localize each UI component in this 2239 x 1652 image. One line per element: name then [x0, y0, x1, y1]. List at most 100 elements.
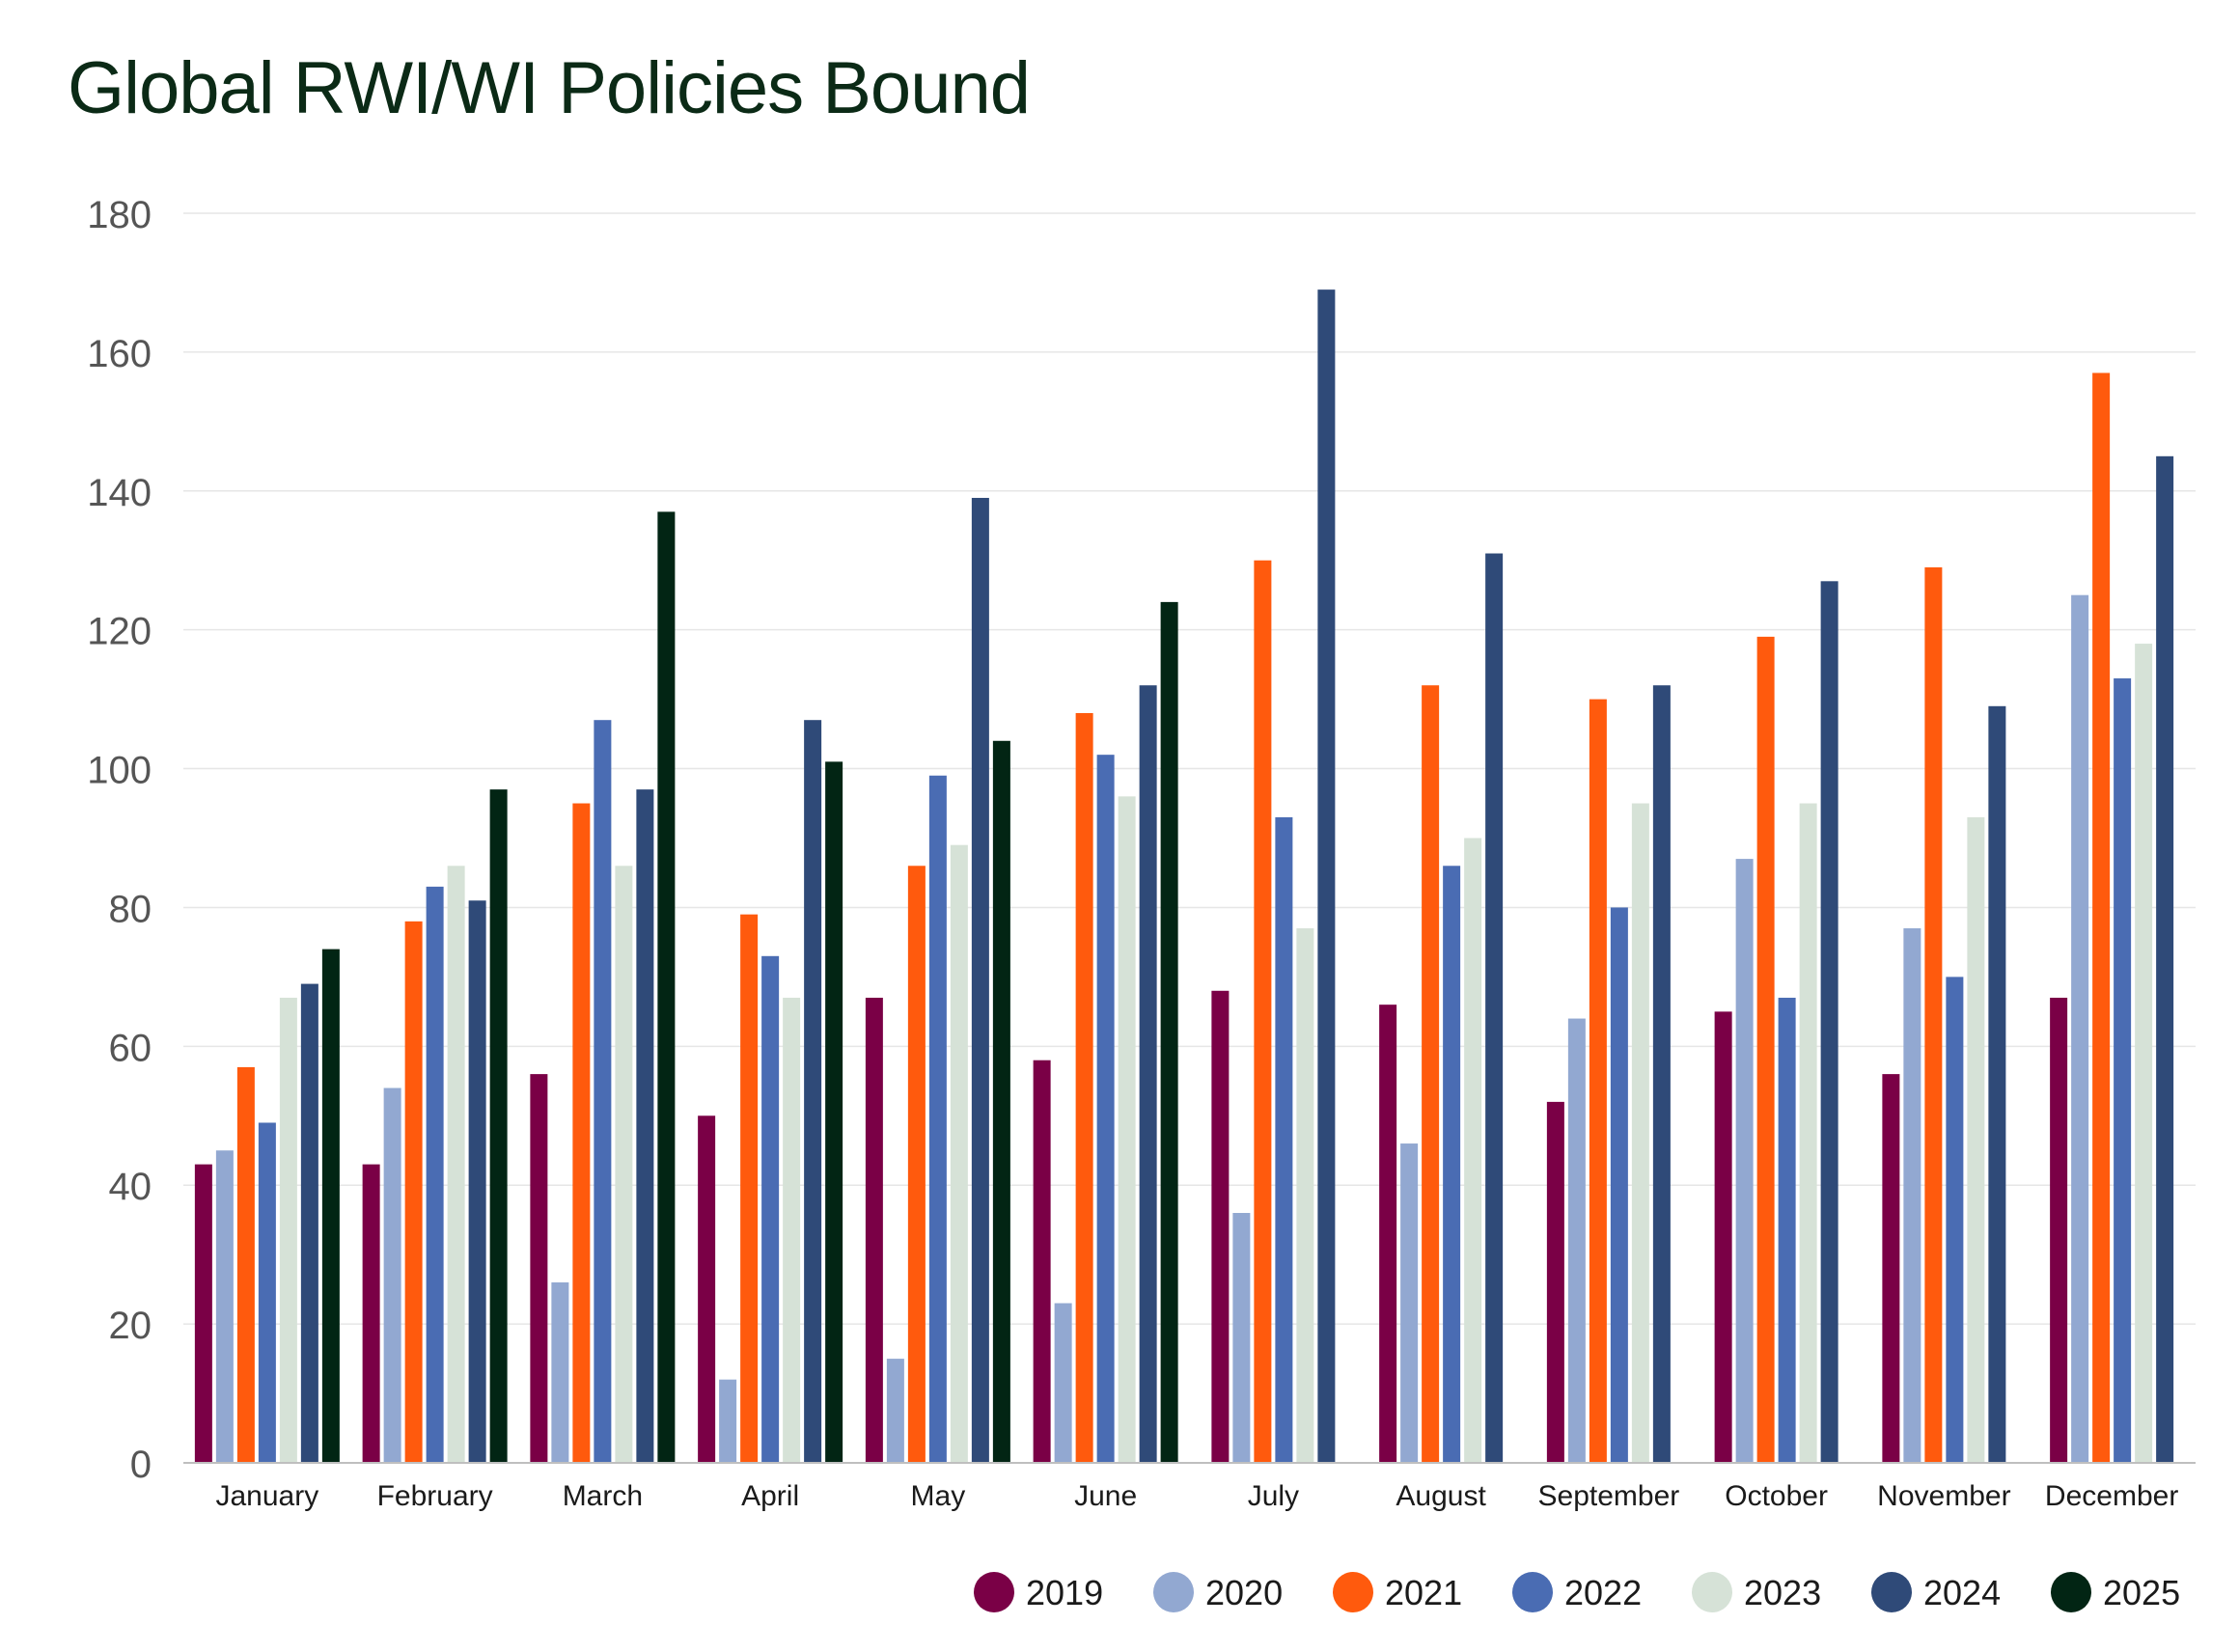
- bar-january-2025: [321, 949, 340, 1463]
- legend-label-2025: 2025: [2103, 1573, 2180, 1612]
- bar-september-2019: [1546, 1101, 1564, 1463]
- bar-march-2024: [636, 789, 654, 1463]
- x-category-label: August: [1396, 1480, 1486, 1512]
- x-category-label: June: [1074, 1480, 1137, 1512]
- bar-december-2022: [2114, 678, 2132, 1463]
- bar-august-2019: [1379, 1005, 1397, 1463]
- bar-april-2020: [719, 1379, 737, 1463]
- legend-label-2023: 2023: [1744, 1573, 1821, 1612]
- y-tick-label: 40: [109, 1166, 152, 1208]
- bar-september-2024: [1652, 685, 1671, 1463]
- legend-swatch-2019: [974, 1572, 1014, 1612]
- y-tick-label: 0: [130, 1444, 152, 1486]
- y-tick-label: 60: [109, 1027, 152, 1069]
- x-category-label: July: [1248, 1480, 1299, 1512]
- bar-april-2019: [698, 1115, 716, 1463]
- bar-october-2022: [1778, 997, 1796, 1463]
- bar-may-2020: [886, 1359, 904, 1463]
- y-tick-label: 140: [87, 472, 152, 514]
- bar-february-2020: [383, 1088, 401, 1463]
- bar-july-2021: [1254, 560, 1272, 1463]
- bar-march-2019: [530, 1074, 548, 1463]
- legend-label-2020: 2020: [1205, 1573, 1283, 1612]
- bar-august-2020: [1400, 1143, 1419, 1463]
- bar-march-2021: [572, 803, 591, 1463]
- bar-april-2021: [740, 914, 759, 1463]
- bar-march-2023: [615, 866, 633, 1463]
- x-category-label: January: [216, 1480, 319, 1512]
- bar-december-2023: [2135, 644, 2153, 1463]
- bar-december-2020: [2071, 594, 2089, 1463]
- bar-april-2022: [761, 955, 780, 1463]
- chart-title: Global RWI/WI Policies Bound: [68, 47, 1031, 129]
- bar-march-2025: [657, 511, 676, 1463]
- bar-january-2019: [194, 1164, 212, 1463]
- bar-may-2022: [928, 775, 947, 1463]
- legend: 2019 2020 2021 2022 2023 2024 2025: [974, 1572, 2180, 1612]
- x-category-label: December: [2045, 1480, 2178, 1512]
- bar-october-2019: [1714, 1011, 1732, 1463]
- x-category-label: February: [377, 1480, 493, 1512]
- y-tick-label: 180: [87, 194, 152, 236]
- bar-august-2024: [1485, 553, 1504, 1463]
- bar-february-2021: [404, 921, 423, 1463]
- x-category-label: September: [1538, 1480, 1680, 1512]
- bar-june-2023: [1118, 796, 1136, 1463]
- bar-june-2020: [1054, 1303, 1072, 1463]
- legend-swatch-2021: [1333, 1572, 1373, 1612]
- bars: [194, 289, 2174, 1464]
- bar-november-2021: [1924, 566, 1943, 1463]
- bar-september-2023: [1631, 803, 1649, 1463]
- x-axis-categories: January February March April May June July Augu…: [216, 1480, 2179, 1512]
- bar-may-2021: [907, 866, 926, 1463]
- bar-june-2022: [1096, 755, 1115, 1463]
- bar-july-2019: [1211, 990, 1230, 1463]
- gridlines: [183, 212, 2196, 1325]
- x-category-label: May: [911, 1480, 966, 1512]
- bar-february-2024: [468, 900, 486, 1463]
- bar-april-2023: [783, 997, 801, 1463]
- bar-july-2024: [1317, 289, 1336, 1463]
- legend-swatch-2022: [1512, 1572, 1553, 1612]
- legend-swatch-2020: [1153, 1572, 1194, 1612]
- bar-november-2022: [1946, 977, 1964, 1463]
- bar-august-2023: [1464, 838, 1482, 1463]
- bar-november-2020: [1903, 928, 1921, 1463]
- bar-june-2024: [1139, 685, 1157, 1463]
- bar-january-2023: [279, 997, 297, 1463]
- bar-july-2020: [1232, 1213, 1251, 1463]
- legend-label-2022: 2022: [1564, 1573, 1642, 1612]
- bar-december-2021: [2092, 372, 2111, 1464]
- x-category-label: October: [1725, 1480, 1828, 1512]
- bar-january-2024: [300, 983, 318, 1463]
- y-axis-ticks: 0 20 40 60 80 100 120 140 160 180: [87, 194, 152, 1486]
- bar-november-2023: [1967, 816, 1985, 1463]
- bar-october-2020: [1735, 859, 1754, 1463]
- bar-february-2025: [489, 789, 508, 1463]
- y-tick-label: 120: [87, 611, 152, 653]
- legend-label-2021: 2021: [1385, 1573, 1462, 1612]
- bar-september-2021: [1589, 699, 1607, 1463]
- bar-may-2019: [865, 997, 883, 1463]
- bar-october-2024: [1820, 581, 1838, 1463]
- bar-april-2025: [825, 761, 843, 1463]
- bar-november-2019: [1882, 1074, 1900, 1463]
- legend-label-2019: 2019: [1026, 1573, 1103, 1612]
- bar-july-2023: [1296, 928, 1314, 1463]
- bar-march-2020: [551, 1281, 569, 1463]
- bar-october-2023: [1799, 803, 1817, 1463]
- x-category-label: March: [563, 1480, 643, 1512]
- bar-july-2022: [1275, 816, 1293, 1463]
- bar-june-2025: [1160, 601, 1178, 1463]
- bar-may-2023: [950, 844, 968, 1463]
- legend-label-2024: 2024: [1923, 1573, 2001, 1612]
- bar-december-2024: [2156, 455, 2174, 1463]
- bar-april-2024: [804, 720, 822, 1463]
- bar-december-2019: [2050, 997, 2068, 1463]
- bar-january-2022: [258, 1122, 276, 1463]
- x-category-label: November: [1877, 1480, 2010, 1512]
- bar-september-2020: [1567, 1018, 1586, 1463]
- x-category-label: April: [741, 1480, 799, 1512]
- bar-october-2021: [1756, 636, 1775, 1463]
